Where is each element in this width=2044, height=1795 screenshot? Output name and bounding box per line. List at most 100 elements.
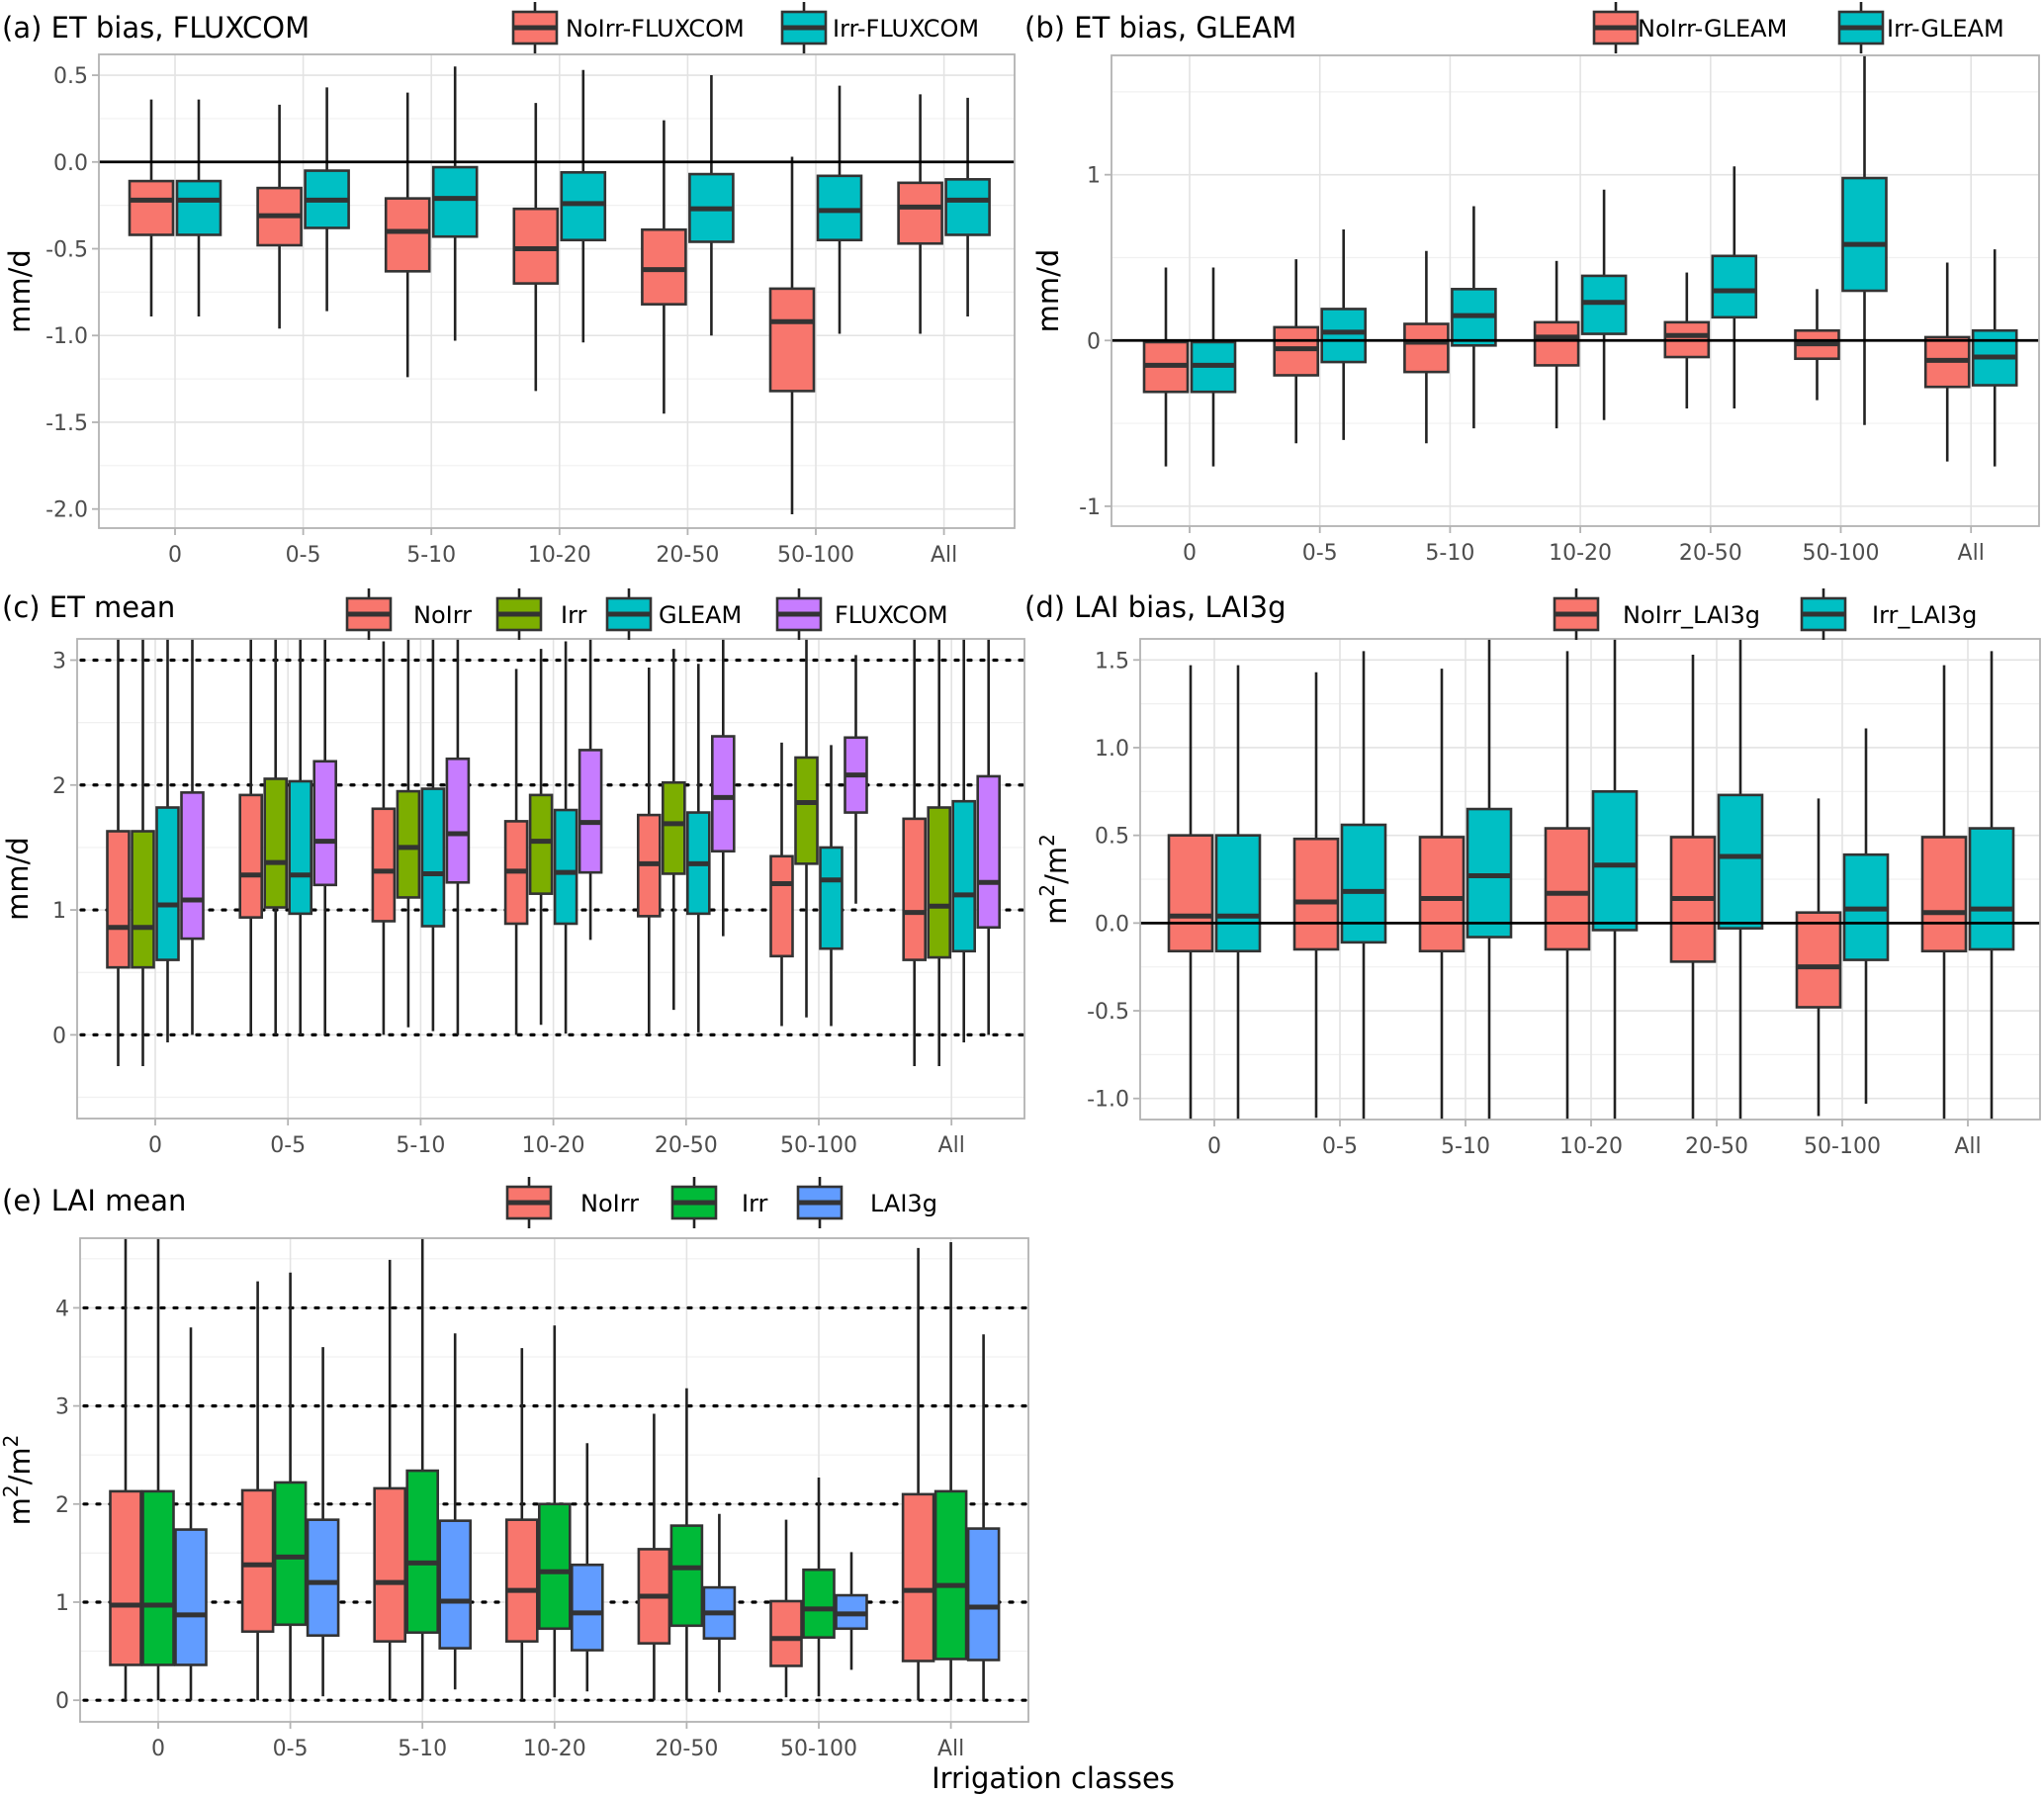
series-lai3g	[174, 1327, 1001, 1701]
panel-border	[98, 53, 1016, 529]
box	[1795, 911, 1842, 1009]
boxplot	[1841, 55, 1888, 425]
x-tick-label: 5-10	[1425, 541, 1474, 566]
box	[1920, 836, 1968, 953]
box	[175, 179, 222, 236]
series-noirr	[109, 1238, 935, 1701]
boxplot	[702, 1513, 737, 1693]
boxplot	[396, 639, 421, 1028]
series-noirr-lai3g	[1167, 651, 1968, 1120]
gridlines	[99, 54, 1015, 528]
y-tick-label: -0.5	[1087, 1000, 1129, 1025]
boxplot	[312, 639, 338, 1035]
boxplot	[438, 1333, 473, 1690]
series-irr-fluxcom	[175, 66, 991, 343]
boxplot	[371, 641, 397, 1035]
boxplot	[933, 1241, 968, 1701]
boxplot	[927, 639, 952, 1066]
x-tick-label: 10-20	[1549, 541, 1612, 566]
x-tick-label: 10-20	[528, 543, 591, 568]
boxplot	[304, 87, 350, 312]
boxplot	[1591, 639, 1639, 1120]
x-tick-label: 0-5	[1302, 541, 1338, 566]
x-tick-label: 0-5	[270, 1133, 306, 1158]
panels: (a) ET bias, FLUXCOM 0.5 0.0 -0.5 -1.0 -1.5 -2…	[0, 2, 2041, 1761]
box	[816, 174, 863, 242]
panel-a: (a) ET bias, FLUXCOM 0.5 0.0 -0.5 -1.0 -1.5 -2…	[2, 2, 1016, 568]
boxplot	[976, 639, 1002, 1035]
legend-label: NoIrr-GLEAM	[1638, 15, 1787, 43]
y-axis-title-sup: 2	[0, 1435, 23, 1448]
boxplot	[1580, 189, 1628, 420]
boxplot	[794, 639, 819, 1018]
boxplot	[240, 1281, 275, 1701]
y-axis: 0.5 0.0 -0.5 -1.0 -1.5 -2.0	[45, 64, 99, 523]
x-axis: 0 0-5 5-10 10-20 20-50 50-100 All	[1207, 1120, 1982, 1159]
x-axis-title: Irrigation classes	[932, 1761, 1175, 1795]
series-gleam	[155, 639, 977, 1042]
x-tick-label: All	[931, 543, 957, 568]
x-tick-label: 5-10	[398, 1737, 447, 1761]
x-tick-label: 0	[151, 1737, 165, 1761]
boxplot	[768, 156, 816, 514]
series-irr-lai3g	[1214, 639, 2015, 1120]
box	[1591, 790, 1639, 932]
boxplot	[1968, 651, 2015, 1120]
x-tick-label: 50-100	[780, 1737, 857, 1761]
box	[1418, 836, 1466, 953]
box	[578, 749, 603, 874]
y-axis: 1.5 1.0 0.5 0.0 -0.5 -1.0	[1087, 649, 1140, 1113]
series-irr-gleam	[1190, 55, 2018, 467]
boxplot	[306, 1347, 340, 1697]
y-tick-label: 1	[55, 1591, 69, 1616]
y-tick-label: 1.0	[1095, 737, 1129, 762]
y-tick-label: 1	[1087, 164, 1101, 189]
legend-item: NoIrr	[505, 1177, 639, 1228]
box	[944, 178, 991, 236]
box	[288, 779, 313, 916]
boxplot	[1544, 651, 1591, 1120]
boxplot	[560, 69, 607, 343]
boxplot	[901, 1247, 935, 1701]
panel-border	[76, 638, 1025, 1120]
x-axis: 0 0-5 5-10 10-20 20-50 50-100 All	[151, 1722, 964, 1761]
box	[445, 757, 471, 884]
box	[384, 197, 431, 273]
box	[976, 774, 1002, 930]
box	[951, 799, 977, 953]
box	[902, 817, 928, 961]
legend-item: Irr	[495, 588, 587, 640]
box	[109, 1489, 142, 1666]
boxplot	[578, 639, 603, 941]
legend-item: NoIrr	[345, 588, 472, 640]
boxplot	[1717, 639, 1764, 1120]
box	[155, 806, 180, 961]
y-axis-title-sup: 2	[1035, 834, 1059, 847]
legend-label: GLEAM	[659, 601, 742, 629]
box	[819, 846, 844, 950]
boxplot	[802, 1478, 836, 1697]
x-tick-label: All	[1954, 1134, 1981, 1159]
y-tick-label: 1	[52, 899, 66, 924]
box	[1340, 823, 1387, 944]
legend-label: Irr-FLUXCOM	[833, 15, 979, 43]
boxplot	[1320, 228, 1367, 440]
panel-title: (e) LAI mean	[2, 1184, 186, 1217]
boxplot	[1190, 267, 1237, 467]
boxplot	[902, 639, 928, 1066]
boxplot	[951, 639, 977, 1042]
box	[1167, 834, 1214, 953]
box	[438, 1519, 473, 1650]
boxplot	[1842, 728, 1890, 1105]
box	[1320, 308, 1367, 364]
x-tick-label: All	[937, 1737, 964, 1761]
box	[1717, 793, 1764, 930]
boxplot	[141, 1238, 175, 1701]
y-axis-title-base: m	[3, 1447, 37, 1475]
boxplot	[1167, 665, 1214, 1120]
box	[802, 1568, 836, 1639]
box	[371, 807, 397, 923]
y-axis-title: m2/m2	[1035, 834, 1073, 925]
legend-item: GLEAM	[605, 588, 742, 640]
